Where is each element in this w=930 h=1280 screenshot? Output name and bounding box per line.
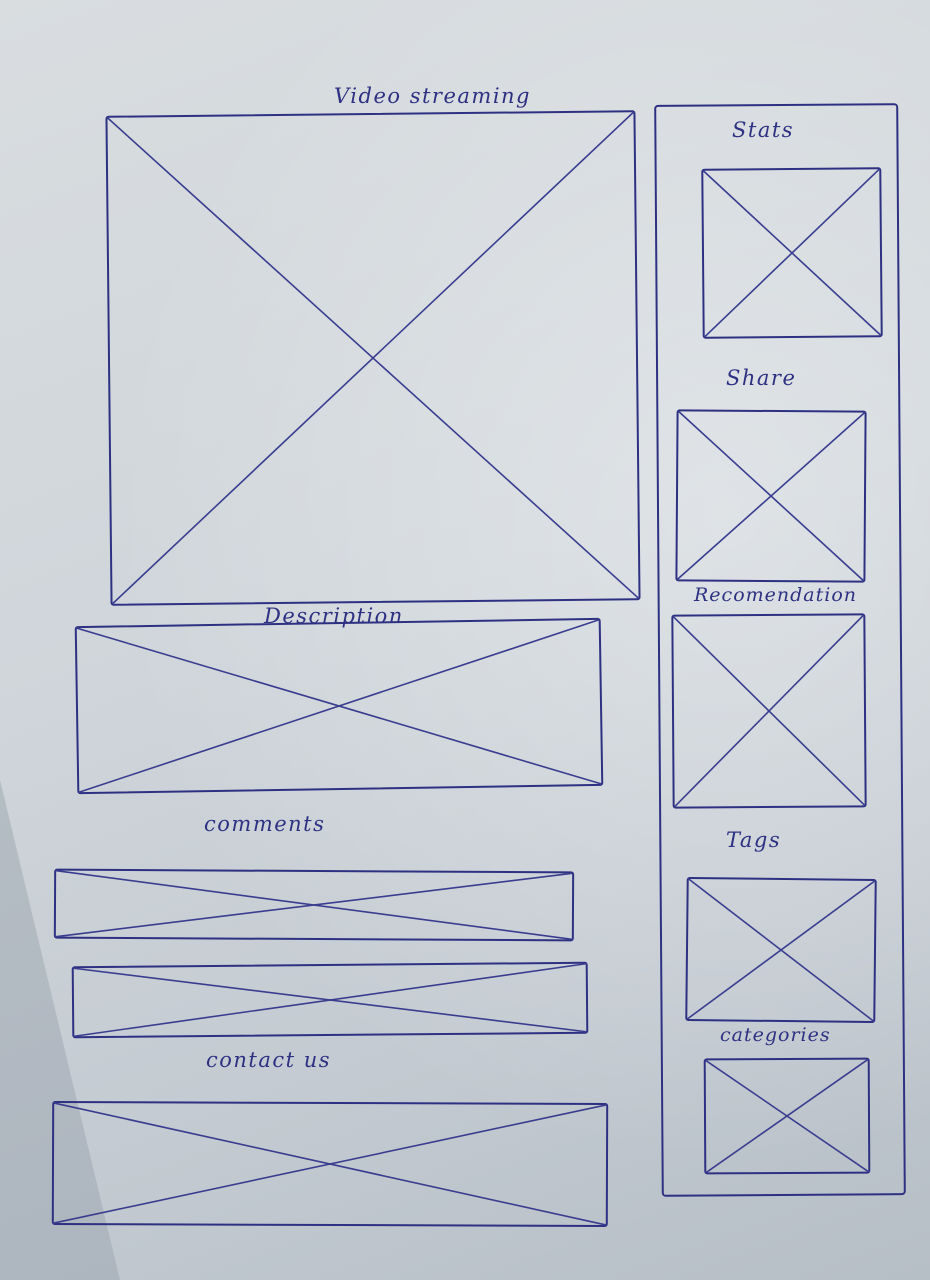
stats-label: Stats <box>732 118 795 142</box>
contact-us-label: contact us <box>206 1048 332 1072</box>
categories-placeholder[interactable] <box>703 1057 871 1175</box>
categories-placeholder-cross <box>706 1060 869 1173</box>
comment-1-placeholder-cross <box>56 871 572 940</box>
description-label: Description <box>264 604 404 628</box>
comment-2-placeholder-cross <box>74 964 587 1036</box>
share-label: Share <box>726 366 797 390</box>
description-placeholder <box>75 617 604 795</box>
share-placeholder[interactable] <box>675 409 867 583</box>
description-placeholder-cross <box>77 620 602 792</box>
comment-item-2[interactable] <box>72 961 589 1039</box>
stats-placeholder-cross <box>703 169 880 337</box>
recommendation-placeholder-cross <box>673 615 864 806</box>
tags-placeholder[interactable] <box>685 877 877 1023</box>
video-placeholder-cross <box>107 112 638 603</box>
share-placeholder-cross <box>677 411 864 580</box>
comment-item-1[interactable] <box>54 868 574 942</box>
tags-placeholder-cross <box>687 879 874 1021</box>
contact-placeholder-cross <box>54 1103 606 1225</box>
stats-placeholder <box>701 167 883 339</box>
categories-label: categories <box>720 1024 831 1046</box>
tags-label: Tags <box>726 828 782 852</box>
contact-us-placeholder[interactable] <box>52 1101 608 1227</box>
recommendation-label: Recomendation <box>694 584 858 606</box>
comments-label: comments <box>204 812 326 836</box>
video-streaming-label: Video streaming <box>334 84 532 108</box>
recommendation-placeholder[interactable] <box>671 613 867 809</box>
video-player-placeholder[interactable] <box>105 110 640 606</box>
